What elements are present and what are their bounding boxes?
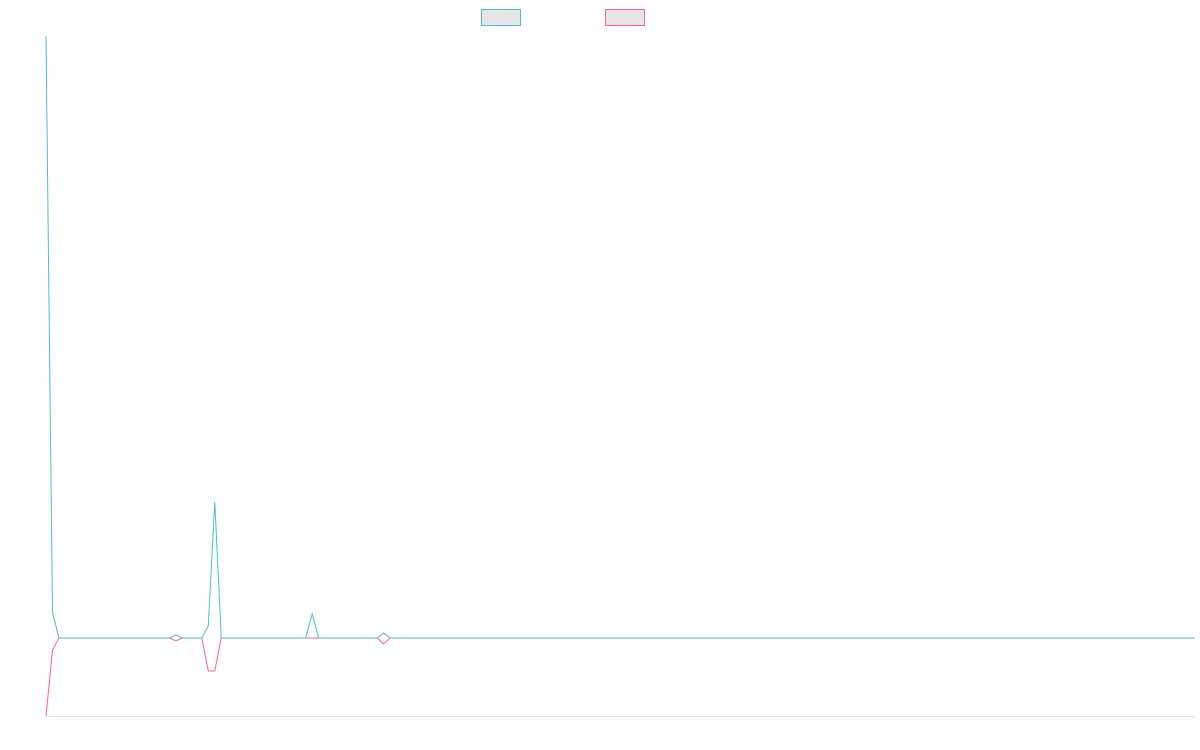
line-series — [45, 637, 1195, 717]
legend-swatch — [605, 9, 645, 26]
line-series — [45, 35, 1195, 639]
legend-swatch — [481, 9, 521, 26]
